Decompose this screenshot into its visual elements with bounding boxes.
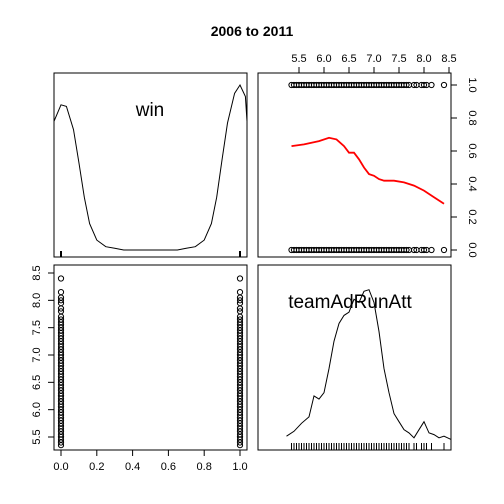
scatter-point-win-vs-teamAdRunAtt: [428, 81, 435, 89]
scatter-point-teamAdRunAtt-vs-win: [57, 316, 65, 323]
panel-win-density: [53, 72, 248, 258]
scatter-point-teamAdRunAtt-vs-win: [57, 297, 65, 304]
teamAdRunAtt-top-tick-label: 5.5: [291, 53, 306, 65]
win-axis-tick-label: 1.0: [232, 461, 247, 473]
teamAdRunAtt-left-tick-label: 5.5: [31, 429, 43, 444]
teamAdRunAtt-top-tick-label: 7.0: [366, 53, 381, 65]
teamAdRunAtt-left-tick-label: 6.5: [31, 375, 43, 390]
teamAdRunAtt-top-tick-label: 7.5: [391, 53, 406, 65]
win-axis-tick-label: 0.4: [125, 461, 140, 473]
panel-teamAdRunAtt-vs-win: [53, 264, 248, 451]
scatter-point-teamAdRunAtt-vs-win: [57, 275, 65, 282]
scatter-point-teamAdRunAtt-vs-win: [236, 297, 244, 304]
teamAdRunAtt-top-tick-label: 6.0: [316, 53, 331, 65]
teamAdRunAtt-left-tick-label: 8.5: [31, 265, 43, 280]
teamAdRunAtt-density-curve: [286, 289, 452, 440]
scatter-point-win-vs-teamAdRunAtt: [428, 246, 435, 254]
scatter-point-win-vs-teamAdRunAtt: [440, 246, 448, 254]
diagonal-label-win: win: [135, 100, 165, 121]
teamAdRunAtt-top-tick-label: 6.5: [341, 53, 356, 65]
scatter-point-teamAdRunAtt-vs-win: [236, 308, 244, 315]
win-right-tick-label: 0.2: [466, 209, 478, 224]
scatter-point-win-vs-teamAdRunAtt: [420, 81, 428, 89]
win-density-curve: [53, 83, 248, 251]
scatter-point-win-vs-teamAdRunAtt: [403, 81, 410, 89]
teamAdRunAtt-left-tick-label: 6.0: [31, 402, 43, 417]
panel-win-vs-teamAdRunAtt: [257, 72, 452, 258]
scatter-point-win-vs-teamAdRunAtt: [440, 81, 448, 89]
win-axis-tick-label: 0.8: [197, 461, 212, 473]
win-right-tick-label: 0.8: [466, 110, 478, 125]
teamAdRunAtt-left-tick-label: 8.0: [31, 293, 43, 308]
win-axis-tick-label: 0.2: [89, 461, 104, 473]
teamAdRunAtt-left-tick-label: 7.5: [31, 320, 43, 335]
scatter-point-teamAdRunAtt-vs-win: [236, 275, 244, 282]
win-right-tick-label: 0.0: [466, 242, 478, 257]
win-right-tick-label: 0.6: [466, 143, 478, 158]
scatter-point-win-vs-teamAdRunAtt: [403, 246, 410, 254]
scatter-point-win-vs-teamAdRunAtt: [410, 81, 418, 89]
scatter-point-teamAdRunAtt-vs-win: [57, 308, 65, 315]
diagonal-label-teamAdRunAtt: teamAdRunAtt: [288, 292, 412, 313]
lowess-smoother-line: [291, 136, 445, 205]
teamAdRunAtt-top-tick-label: 8.5: [441, 53, 456, 65]
scatter-point-win-vs-teamAdRunAtt: [410, 246, 418, 254]
teamAdRunAtt-top-tick-label: 8.0: [416, 53, 431, 65]
win-right-tick-label: 1.0: [466, 77, 478, 92]
win-axis-tick-label: 0.0: [53, 461, 68, 473]
teamAdRunAtt-left-tick-label: 7.0: [31, 347, 43, 362]
scatter-point-teamAdRunAtt-vs-win: [236, 289, 244, 296]
chart-title: 2006 to 2011: [211, 23, 294, 39]
win-axis-tick-label: 0.6: [161, 461, 176, 473]
scatter-point-teamAdRunAtt-vs-win: [236, 316, 244, 323]
win-right-tick-label: 0.4: [466, 176, 478, 191]
scatter-point-teamAdRunAtt-vs-win: [57, 289, 65, 296]
scatter-point-win-vs-teamAdRunAtt: [420, 246, 428, 254]
